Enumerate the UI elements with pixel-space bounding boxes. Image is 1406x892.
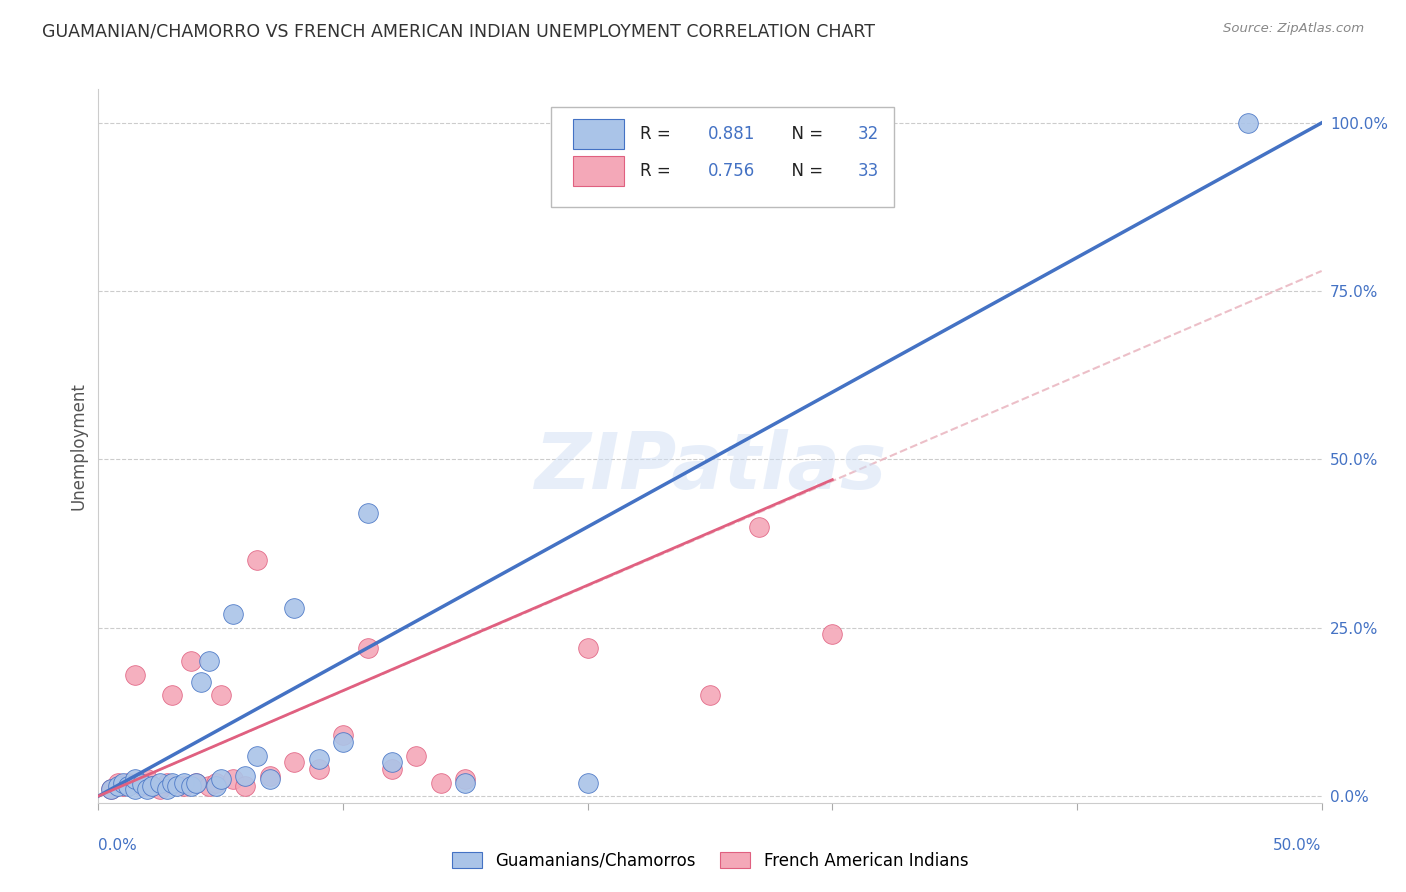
Point bbox=[205, 775, 228, 789]
Text: 32: 32 bbox=[858, 125, 879, 143]
Point bbox=[222, 607, 245, 622]
Text: Source: ZipAtlas.com: Source: ZipAtlas.com bbox=[1223, 22, 1364, 36]
Point bbox=[160, 775, 183, 789]
Point bbox=[136, 772, 159, 787]
Point bbox=[166, 779, 188, 793]
Point bbox=[186, 775, 208, 789]
Point bbox=[454, 772, 477, 787]
Point bbox=[173, 779, 195, 793]
Point bbox=[136, 782, 159, 797]
Point bbox=[246, 553, 269, 567]
Point bbox=[381, 756, 404, 770]
FancyBboxPatch shape bbox=[551, 107, 894, 207]
Text: 50.0%: 50.0% bbox=[1274, 838, 1322, 854]
Point bbox=[141, 779, 163, 793]
Point bbox=[131, 777, 153, 791]
Text: ZIPatlas: ZIPatlas bbox=[534, 429, 886, 506]
Point bbox=[259, 772, 281, 787]
Point bbox=[111, 775, 134, 789]
Point bbox=[283, 756, 305, 770]
Point bbox=[381, 762, 404, 776]
Point bbox=[332, 729, 354, 743]
Text: 0.0%: 0.0% bbox=[98, 838, 138, 854]
Point bbox=[160, 688, 183, 702]
Text: R =: R = bbox=[640, 125, 676, 143]
Point bbox=[190, 674, 212, 689]
Text: GUAMANIAN/CHAMORRO VS FRENCH AMERICAN INDIAN UNEMPLOYMENT CORRELATION CHART: GUAMANIAN/CHAMORRO VS FRENCH AMERICAN IN… bbox=[42, 22, 875, 40]
FancyBboxPatch shape bbox=[574, 156, 624, 186]
Point bbox=[197, 655, 219, 669]
Point bbox=[233, 769, 256, 783]
Point bbox=[180, 655, 202, 669]
Point bbox=[149, 782, 172, 797]
Point bbox=[821, 627, 844, 641]
Point bbox=[332, 735, 354, 749]
Point bbox=[205, 779, 228, 793]
Point bbox=[454, 775, 477, 789]
Legend: Guamanians/Chamorros, French American Indians: Guamanians/Chamorros, French American In… bbox=[444, 846, 976, 877]
Point bbox=[356, 506, 378, 520]
FancyBboxPatch shape bbox=[574, 120, 624, 149]
Point bbox=[100, 782, 122, 797]
Point bbox=[124, 668, 146, 682]
Text: 0.756: 0.756 bbox=[707, 162, 755, 180]
Text: N =: N = bbox=[780, 125, 828, 143]
Point bbox=[308, 752, 330, 766]
Point bbox=[748, 520, 770, 534]
Text: R =: R = bbox=[640, 162, 676, 180]
Point bbox=[233, 779, 256, 793]
Point bbox=[186, 775, 208, 789]
Point bbox=[141, 779, 163, 793]
Point bbox=[209, 772, 232, 787]
Point bbox=[576, 775, 599, 789]
Point bbox=[156, 775, 179, 789]
Point bbox=[117, 779, 139, 793]
Point bbox=[209, 688, 232, 702]
Point bbox=[124, 772, 146, 787]
Point bbox=[100, 782, 122, 797]
Point bbox=[156, 782, 179, 797]
Y-axis label: Unemployment: Unemployment bbox=[69, 382, 87, 510]
Text: 0.881: 0.881 bbox=[707, 125, 755, 143]
Point bbox=[356, 640, 378, 655]
Point bbox=[149, 775, 172, 789]
Point bbox=[197, 779, 219, 793]
Point bbox=[283, 600, 305, 615]
Point bbox=[699, 688, 721, 702]
Point bbox=[259, 769, 281, 783]
Text: 33: 33 bbox=[858, 162, 879, 180]
Point bbox=[111, 779, 134, 793]
Point bbox=[246, 748, 269, 763]
Point bbox=[308, 762, 330, 776]
Point bbox=[107, 779, 129, 793]
Point bbox=[173, 775, 195, 789]
Point bbox=[576, 640, 599, 655]
Text: N =: N = bbox=[780, 162, 828, 180]
Point bbox=[107, 775, 129, 789]
Point bbox=[131, 779, 153, 793]
Point bbox=[180, 779, 202, 793]
Point bbox=[124, 782, 146, 797]
Point bbox=[430, 775, 453, 789]
Point bbox=[1237, 116, 1260, 130]
Point bbox=[405, 748, 427, 763]
Point bbox=[117, 775, 139, 789]
Point bbox=[222, 772, 245, 787]
